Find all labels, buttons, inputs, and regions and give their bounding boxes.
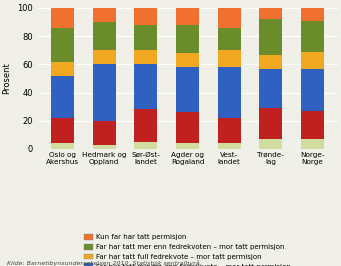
Bar — [260, 139, 282, 149]
Bar — [51, 76, 74, 118]
Bar — [51, 118, 74, 143]
Bar — [301, 139, 324, 149]
Bar — [51, 28, 74, 61]
Bar — [51, 61, 74, 76]
Bar — [301, 111, 324, 139]
Bar — [134, 8, 157, 25]
Bar — [176, 67, 199, 112]
Bar — [134, 110, 157, 142]
Bar — [134, 142, 157, 149]
Bar — [93, 121, 116, 145]
Bar — [134, 64, 157, 110]
Bar — [134, 25, 157, 50]
Bar — [301, 52, 324, 69]
Bar — [176, 143, 199, 149]
Bar — [218, 143, 241, 149]
Bar — [301, 8, 324, 21]
Bar — [176, 112, 199, 143]
Bar — [218, 8, 241, 28]
Y-axis label: Prosent: Prosent — [2, 63, 11, 94]
Bar — [301, 21, 324, 52]
Bar — [51, 143, 74, 149]
Bar — [93, 64, 116, 121]
Bar — [93, 50, 116, 64]
Bar — [218, 28, 241, 50]
Bar — [218, 118, 241, 143]
Bar — [260, 108, 282, 139]
Bar — [134, 50, 157, 64]
Bar — [260, 55, 282, 69]
Bar — [301, 69, 324, 111]
Bar — [93, 8, 116, 22]
Bar — [176, 25, 199, 53]
Bar — [93, 145, 116, 149]
Bar — [176, 8, 199, 25]
Bar — [93, 22, 116, 50]
Bar — [260, 69, 282, 108]
Bar — [218, 50, 241, 67]
Bar — [260, 19, 282, 55]
Bar — [218, 67, 241, 118]
Bar — [176, 53, 199, 67]
Bar — [51, 8, 74, 28]
Legend: Kun far har tatt permisjon, Far har tatt mer enn fedrekvoten – mor tatt permisjo: Kun far har tatt permisjon, Far har tatt… — [84, 234, 291, 266]
Text: Kilde: Barnetibynsundersøkelsen 2010, Statistisk sentralbyrå.: Kilde: Barnetibynsundersøkelsen 2010, St… — [7, 260, 202, 266]
Bar — [260, 8, 282, 19]
